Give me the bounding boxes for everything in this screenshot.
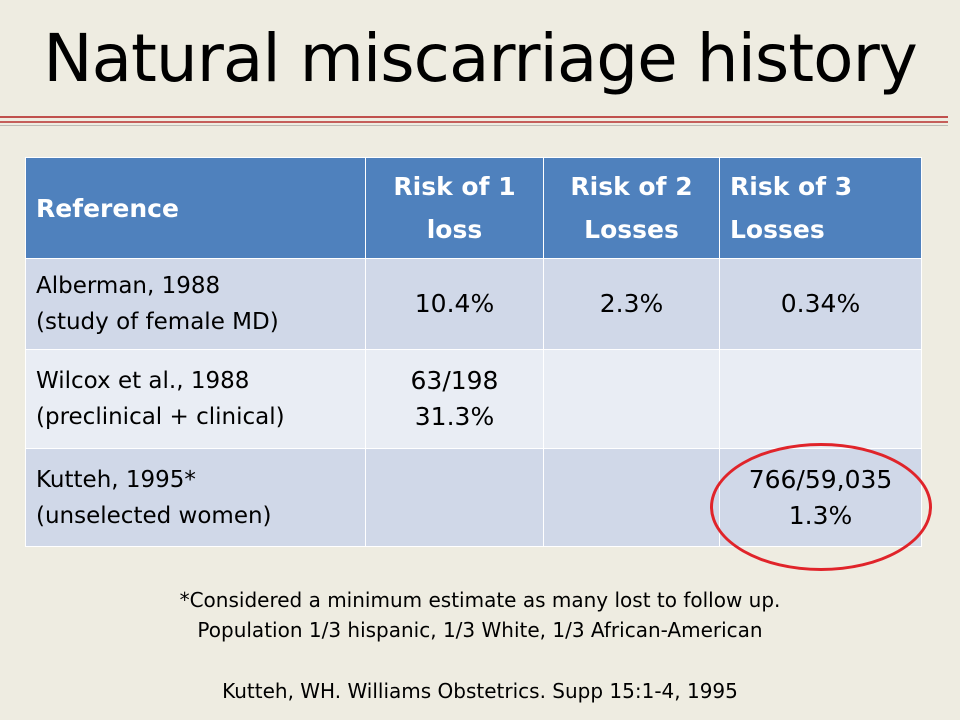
title-divider-shadow <box>0 125 948 126</box>
table-row: Alberman, 1988 (study of female MD) 10.4… <box>25 258 922 350</box>
header-reference: Reference <box>25 157 366 259</box>
miscarriage-risk-table: Reference Risk of 1 loss Risk of 2 Losse… <box>25 157 922 547</box>
citation: Kutteh, WH. Williams Obstetrics. Supp 15… <box>222 679 738 703</box>
highlight-circle <box>710 443 932 571</box>
title-divider-secondary <box>0 121 948 123</box>
slide-title: Natural miscarriage history <box>43 20 918 97</box>
risk-2-cell <box>543 448 720 547</box>
risk-2-cell: 2.3% <box>543 258 720 350</box>
risk-3-cell <box>719 349 922 449</box>
risk-3-cell: 0.34% <box>719 258 922 350</box>
risk-1-cell: 10.4% <box>365 258 544 350</box>
header-risk-2-losses: Risk of 2 Losses <box>543 157 720 259</box>
header-risk-1-loss: Risk of 1 loss <box>365 157 544 259</box>
risk-2-cell <box>543 349 720 449</box>
risk-1-cell <box>365 448 544 547</box>
reference-cell: Wilcox et al., 1988 (preclinical + clini… <box>25 349 366 449</box>
table-row: Wilcox et al., 1988 (preclinical + clini… <box>25 349 922 449</box>
footnote-line-1: *Considered a minimum estimate as many l… <box>179 588 781 612</box>
title-divider <box>0 116 948 118</box>
table-header-row: Reference Risk of 1 loss Risk of 2 Losse… <box>25 157 922 259</box>
header-risk-3-losses: Risk of 3 Losses <box>719 157 922 259</box>
risk-1-cell: 63/198 31.3% <box>365 349 544 449</box>
reference-cell: Kutteh, 1995* (unselected women) <box>25 448 366 547</box>
reference-cell: Alberman, 1988 (study of female MD) <box>25 258 366 350</box>
footnote-line-2: Population 1/3 hispanic, 1/3 White, 1/3 … <box>197 618 763 642</box>
